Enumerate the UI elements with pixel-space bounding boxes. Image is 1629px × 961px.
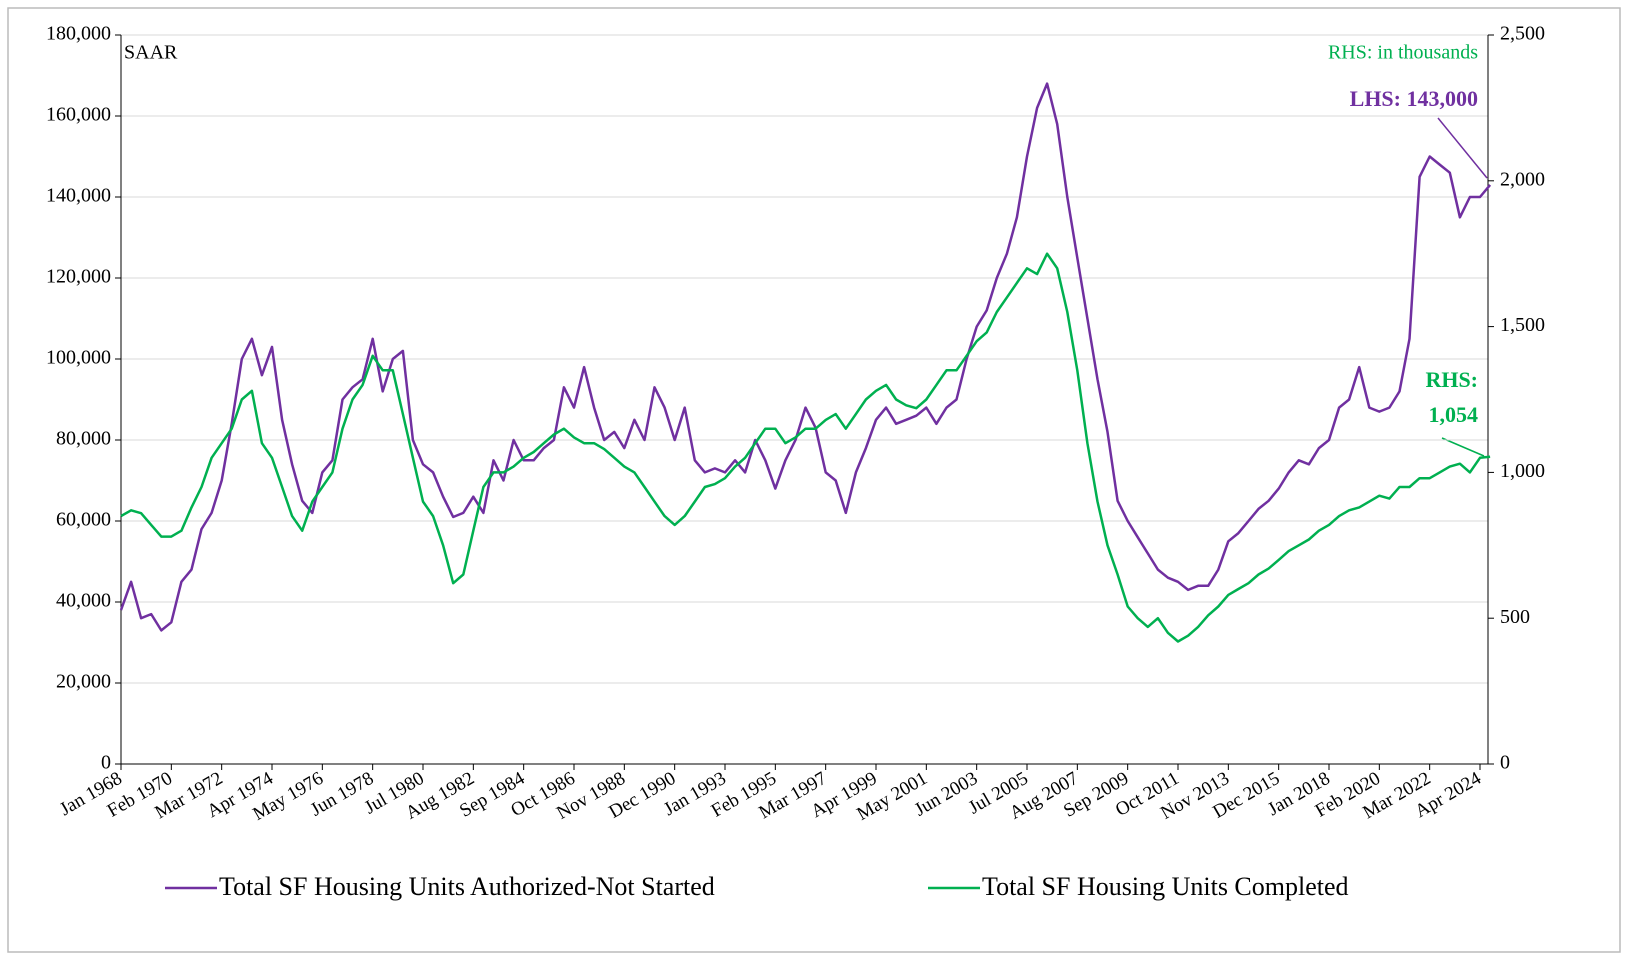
annotation: 1,054 <box>1429 402 1479 427</box>
y-tick-label: 40,000 <box>56 590 111 612</box>
y2-tick-label: 2,500 <box>1500 23 1545 45</box>
y-tick-label: 20,000 <box>56 671 111 693</box>
y2-tick-label: 500 <box>1500 606 1530 628</box>
y-tick-label: 60,000 <box>56 509 111 531</box>
annotation: LHS: 143,000 <box>1350 86 1478 111</box>
y-tick-label: 140,000 <box>46 185 111 207</box>
legend-label: Total SF Housing Units Authorized-Not St… <box>219 872 715 901</box>
pointer-lhs <box>1437 117 1488 179</box>
series-line <box>120 252 1491 643</box>
annotation: SAAR <box>124 42 178 64</box>
annotation: RHS: in thousands <box>1328 42 1478 64</box>
annotation: RHS: <box>1425 367 1478 392</box>
y-tick-label: 180,000 <box>46 23 111 45</box>
y2-tick-label: 0 <box>1500 752 1510 774</box>
y2-tick-label: 2,000 <box>1500 168 1545 190</box>
series-line <box>119 82 1492 632</box>
y2-tick-label: 1,500 <box>1500 314 1545 336</box>
y2-tick-label: 1,000 <box>1500 460 1545 482</box>
legend-label: Total SF Housing Units Completed <box>982 872 1349 901</box>
y-tick-label: 80,000 <box>56 428 111 450</box>
y-tick-label: 120,000 <box>46 266 111 288</box>
y-tick-label: 0 <box>101 752 111 774</box>
y-tick-label: 100,000 <box>46 347 111 369</box>
y-tick-label: 160,000 <box>46 104 111 126</box>
pointer-rhs <box>1441 437 1485 457</box>
frame <box>7 7 1621 953</box>
